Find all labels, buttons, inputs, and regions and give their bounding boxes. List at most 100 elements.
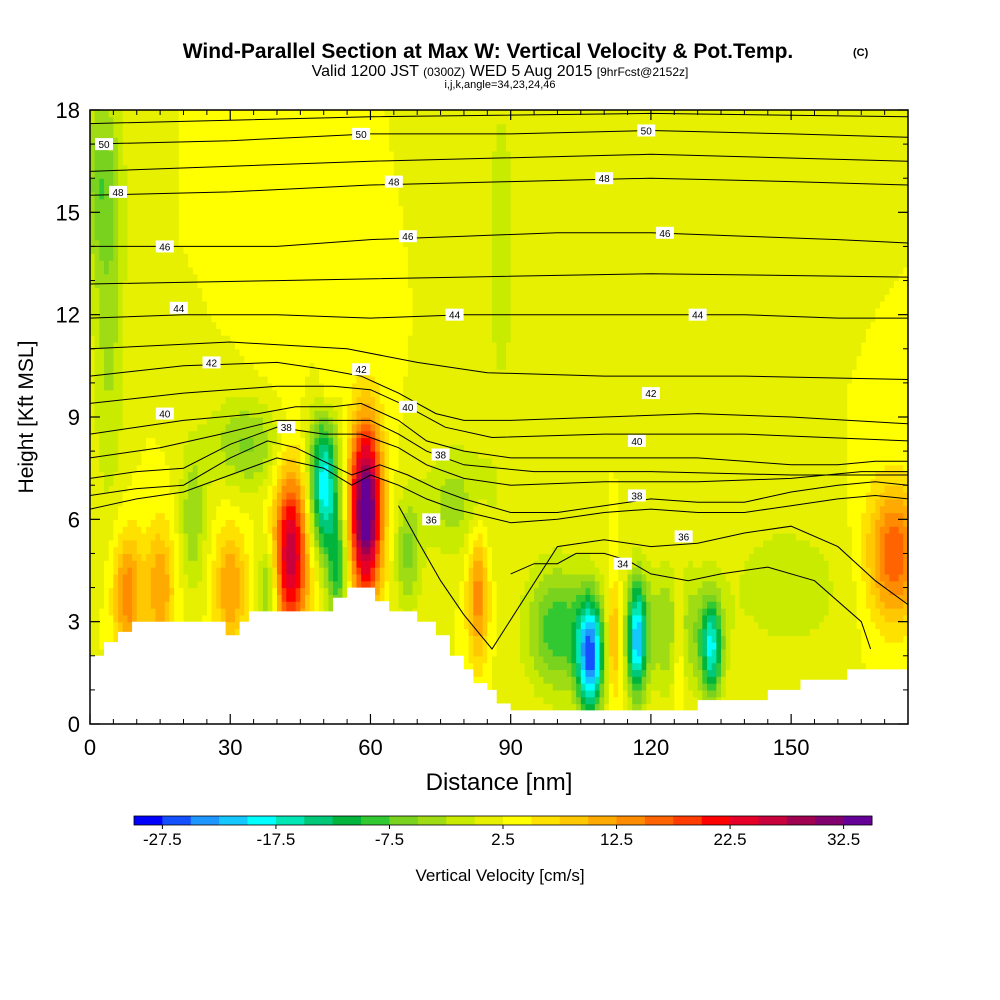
velocity-cell — [721, 689, 727, 698]
velocity-cell — [361, 539, 372, 548]
contour-label: 38 — [627, 489, 646, 502]
contour-label-text: 46 — [659, 229, 671, 240]
velocity-cell — [599, 601, 605, 609]
velocity-cell — [342, 403, 348, 411]
velocity-cell — [132, 478, 171, 486]
velocity-cell — [314, 478, 320, 486]
velocity-cell — [618, 662, 624, 671]
velocity-cell — [375, 539, 381, 548]
velocity-cell — [220, 601, 241, 609]
velocity-cell — [856, 614, 872, 623]
isentrope-40 — [90, 402, 908, 466]
velocity-cell — [164, 608, 171, 616]
velocity-cell — [314, 580, 320, 589]
velocity-cell — [356, 437, 362, 445]
velocity-cell — [576, 594, 587, 602]
velocity-cell — [375, 498, 381, 507]
velocity-cell — [468, 519, 479, 527]
velocity-cell — [903, 512, 908, 520]
velocity-cell — [608, 614, 619, 623]
velocity-cell — [356, 485, 362, 493]
velocity-cell — [482, 608, 488, 616]
velocity-cell — [262, 423, 278, 432]
velocity-cell — [370, 519, 376, 527]
velocity-cell — [183, 567, 203, 575]
velocity-cell — [99, 341, 114, 350]
velocity-cell — [267, 437, 278, 445]
velocity-cell — [487, 526, 610, 534]
velocity-cell — [342, 532, 348, 541]
velocity-cell — [627, 628, 633, 636]
velocity-cell — [342, 423, 348, 432]
velocity-cell — [674, 655, 680, 664]
velocity-cell — [90, 287, 100, 295]
velocity-cell — [202, 512, 208, 520]
velocity-cell — [861, 567, 872, 575]
velocity-cell — [571, 689, 577, 698]
velocity-cell — [319, 505, 334, 514]
velocity-cell — [543, 614, 577, 623]
velocity-cell — [468, 532, 479, 541]
velocity-cell — [267, 430, 278, 439]
velocity-cell — [562, 546, 610, 555]
velocity-cell — [599, 689, 605, 698]
velocity-cell — [169, 614, 175, 623]
velocity-cell — [225, 423, 264, 432]
velocity-cell — [463, 573, 470, 582]
velocity-cell — [576, 642, 582, 650]
velocity-cell — [253, 362, 311, 370]
velocity-cell — [491, 219, 512, 227]
velocity-cell — [104, 560, 114, 568]
velocity-cell — [206, 498, 222, 507]
velocity-cell — [828, 560, 853, 568]
velocity-cell — [618, 485, 848, 493]
velocity-cell — [122, 157, 180, 166]
velocity-cell — [398, 464, 432, 473]
velocity-cell — [585, 594, 591, 602]
velocity-cell — [122, 150, 180, 159]
colorbar-swatch — [588, 816, 617, 825]
isentrope-line — [90, 457, 908, 524]
velocity-cell — [674, 601, 685, 609]
velocity-cell — [650, 642, 671, 650]
velocity-cell — [426, 553, 465, 561]
velocity-cell — [884, 560, 904, 568]
velocity-cell — [646, 608, 652, 616]
velocity-cell — [347, 457, 353, 466]
velocity-cell — [197, 273, 409, 282]
velocity-cell — [262, 573, 269, 582]
velocity-cell — [379, 546, 386, 555]
velocity-cell — [262, 498, 273, 507]
velocity-cell — [118, 307, 124, 316]
velocity-cell — [491, 546, 554, 555]
colorbar-tick-label: -7.5 — [375, 830, 404, 849]
velocity-cell — [379, 519, 386, 527]
velocity-cell — [370, 471, 376, 479]
velocity-cell — [276, 573, 283, 582]
velocity-cell — [398, 567, 418, 575]
contour-label-box — [613, 557, 632, 570]
velocity-cell — [632, 546, 643, 555]
velocity-cell — [529, 601, 540, 609]
velocity-cell — [903, 580, 908, 589]
velocity-cell — [403, 546, 414, 555]
velocity-cell — [468, 594, 474, 602]
velocity-cell — [622, 594, 629, 602]
velocity-cell — [211, 532, 217, 541]
velocity-cell — [314, 553, 320, 561]
velocity-cell — [178, 560, 185, 568]
velocity-cell — [286, 498, 297, 507]
velocity-cell — [174, 587, 185, 595]
velocity-cell — [174, 567, 180, 575]
velocity-cell — [650, 628, 675, 636]
velocity-cell — [669, 655, 675, 664]
velocity-cell — [875, 498, 886, 507]
colorbar-tick-label: 2.5 — [491, 830, 515, 849]
velocity-cell — [613, 655, 619, 664]
velocity-cell — [220, 587, 241, 595]
velocity-cell — [379, 451, 386, 459]
velocity-cell — [272, 601, 278, 609]
velocity-cell — [702, 580, 717, 589]
velocity-cell — [463, 567, 470, 575]
velocity-cell — [379, 553, 386, 561]
